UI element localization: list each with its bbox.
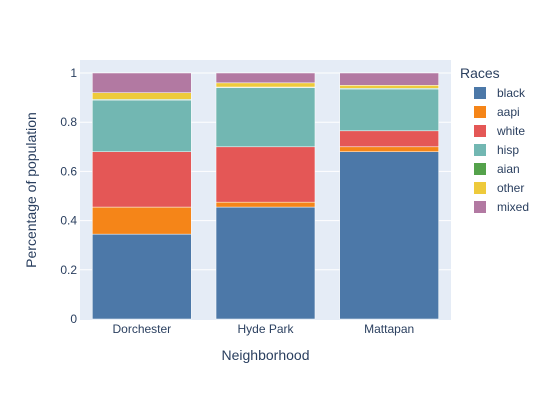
bar-segment-white[interactable] <box>339 130 439 148</box>
bar-segment-black[interactable] <box>215 206 316 320</box>
bar-segment-other[interactable] <box>215 82 316 88</box>
bar-segment-white[interactable] <box>92 151 192 208</box>
y-tick-label: 0.6 <box>60 164 77 178</box>
legend-label-white[interactable]: white <box>496 124 525 138</box>
bar-segment-aapi[interactable] <box>339 146 439 152</box>
legend-label-black[interactable]: black <box>497 86 526 100</box>
legend-label-hisp[interactable]: hisp <box>497 143 519 157</box>
x-tick-label: Hyde Park <box>237 322 294 336</box>
bar-segment-mixed[interactable] <box>339 72 439 86</box>
bar-segment-aapi[interactable] <box>92 206 192 235</box>
y-tick-label: 0.4 <box>60 214 77 228</box>
bar-segment-other[interactable] <box>339 85 439 89</box>
bar-segment-other[interactable] <box>92 92 192 100</box>
x-tick-label: Mattapan <box>364 322 414 336</box>
y-tick-label: 1 <box>70 66 77 80</box>
legend-swatch-other[interactable] <box>474 182 486 194</box>
y-axis-label: Percentage of population <box>23 112 39 268</box>
legend-label-mixed[interactable]: mixed <box>497 200 529 214</box>
legend-label-other[interactable]: other <box>497 181 524 195</box>
legend-label-aapi[interactable]: aapi <box>497 105 520 119</box>
legend-swatch-mixed[interactable] <box>474 201 486 213</box>
legend-title: Races <box>460 65 500 81</box>
bar-segment-black[interactable] <box>339 151 439 320</box>
y-tick-label: 0 <box>70 312 77 326</box>
bar-segment-mixed[interactable] <box>92 72 192 93</box>
legend-swatch-black[interactable] <box>474 87 486 99</box>
bar-segment-hisp[interactable] <box>339 88 439 132</box>
bar-segment-aapi[interactable] <box>215 201 316 208</box>
legend: Races black aapi white hisp aian other mixed <box>460 65 529 214</box>
legend-swatch-aapi[interactable] <box>474 106 486 118</box>
bar-segment-hisp[interactable] <box>92 99 192 152</box>
x-tick-label: Dorchester <box>112 322 171 336</box>
y-tick-label: 0.2 <box>60 263 77 277</box>
bar-segment-hisp[interactable] <box>215 87 316 148</box>
x-axis-label: Neighborhood <box>222 347 310 363</box>
legend-label-aian[interactable]: aian <box>497 162 520 176</box>
legend-swatch-hisp[interactable] <box>474 144 486 156</box>
y-tick-label: 0.8 <box>60 115 77 129</box>
legend-swatch-white[interactable] <box>474 125 486 137</box>
legend-swatch-aian[interactable] <box>474 163 486 175</box>
bar-segment-white[interactable] <box>215 146 316 203</box>
bar-segment-mixed[interactable] <box>215 72 316 84</box>
bar-segment-black[interactable] <box>92 233 192 320</box>
